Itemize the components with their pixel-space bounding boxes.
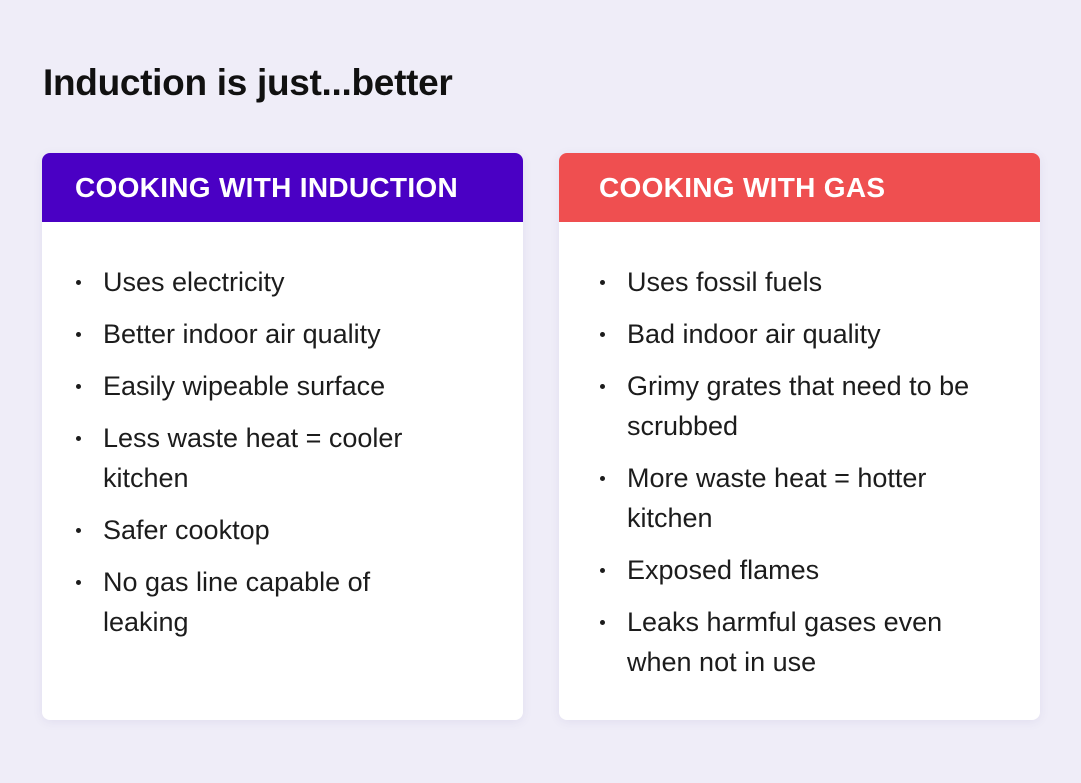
gas-heading: COOKING WITH GAS [559,153,1040,222]
gas-card: COOKING WITH GAS Uses fossil fuels Bad i… [559,153,1040,720]
induction-list: Uses electricity Better indoor air quali… [42,222,523,642]
list-item: Uses electricity [76,262,503,302]
induction-heading: COOKING WITH INDUCTION [42,153,523,222]
list-item: Better indoor air quality [76,314,503,354]
list-item: Easily wipeable surface [76,366,503,406]
list-item: More waste heat = hotter kitchen [600,458,972,538]
list-item: Grimy grates that need to be scrubbed [600,366,972,446]
list-item: Uses fossil fuels [600,262,1020,302]
list-item: Bad indoor air quality [600,314,1020,354]
page-title: Induction is just...better [43,62,453,103]
induction-card: COOKING WITH INDUCTION Uses electricity … [42,153,523,720]
list-item: Less waste heat = cooler kitchen [76,418,443,498]
list-item: No gas line capable of leaking [76,562,413,642]
list-item: Safer cooktop [76,510,503,550]
gas-list: Uses fossil fuels Bad indoor air quality… [559,222,1040,682]
list-item: Exposed flames [600,550,1020,590]
list-item: Leaks harmful gases even when not in use [600,602,977,682]
